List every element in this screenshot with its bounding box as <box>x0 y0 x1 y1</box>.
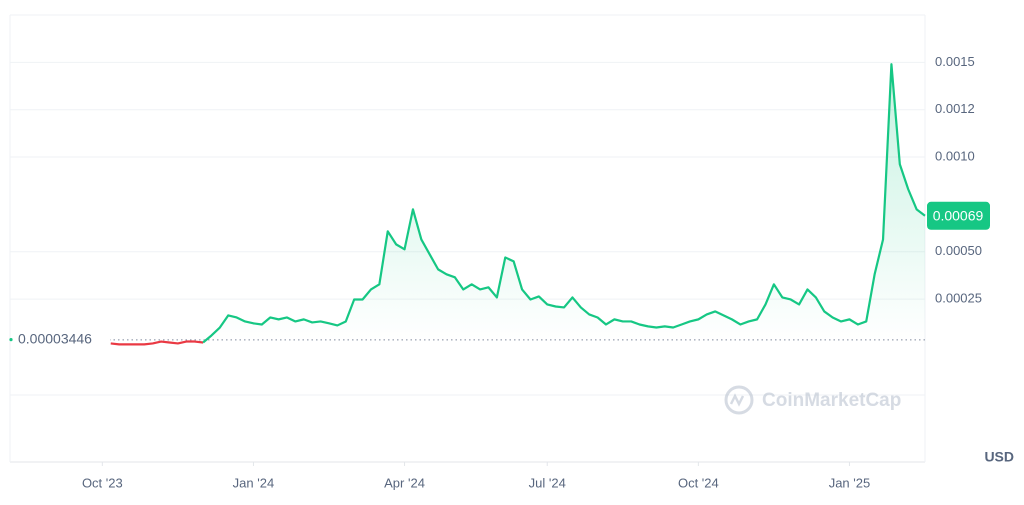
watermark-text: CoinMarketCap <box>762 390 901 411</box>
y-tick-label: 0.0015 <box>935 54 975 69</box>
y-tick-label: 0.0012 <box>935 101 975 116</box>
y-tick-label: 0.0010 <box>935 148 975 163</box>
x-tick-label: Oct '24 <box>678 475 719 490</box>
current-price-label: 0.00069 <box>933 207 984 223</box>
x-tick-label: Jan '25 <box>829 475 871 490</box>
reference-label: 0.00003446 <box>18 331 92 347</box>
y-tick-label: 0.00025 <box>935 291 982 306</box>
unit-label: USD <box>984 449 1014 465</box>
watermark: CoinMarketCap <box>724 385 901 415</box>
price-line <box>202 63 926 344</box>
x-tick-label: Jan '24 <box>233 475 275 490</box>
x-tick-label: Oct '23 <box>82 475 123 490</box>
point <box>9 338 13 342</box>
x-tick-label: Jul '24 <box>529 475 566 490</box>
current-price-marker <box>927 201 990 230</box>
y-tick-label: 0.00050 <box>935 243 982 258</box>
price-line <box>110 340 204 346</box>
x-tick-label: Apr '24 <box>384 475 425 490</box>
area <box>110 64 925 340</box>
reference-label-bg <box>14 330 110 349</box>
